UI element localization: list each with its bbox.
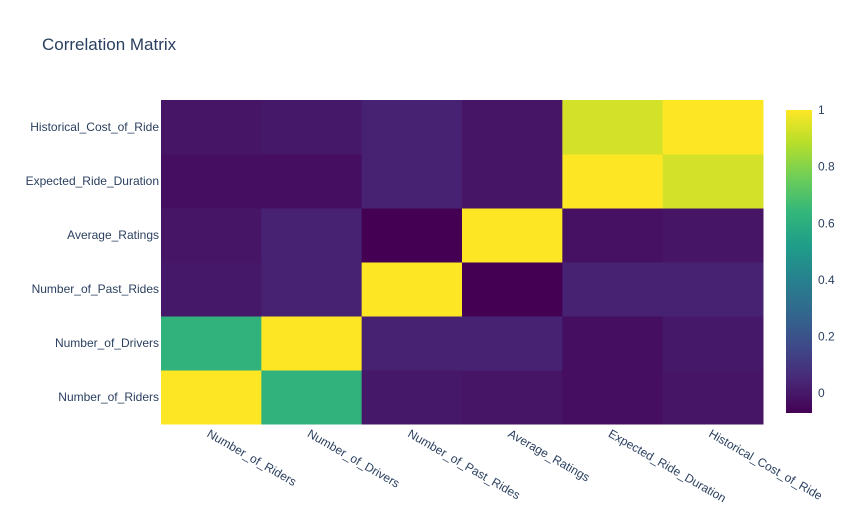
heatmap-cell-Historical_Cost_of_Ride-Number_of_Drivers <box>261 100 363 155</box>
heatmap-cell-Number_of_Drivers-Number_of_Drivers <box>261 316 363 371</box>
heatmap-cell-Historical_Cost_of_Ride-Number_of_Past_Rides <box>361 100 463 155</box>
y-tick-label: Historical_Cost_of_Ride <box>30 120 159 134</box>
y-tick-label: Average_Ratings <box>67 228 159 242</box>
heatmap-cell-Number_of_Drivers-Number_of_Past_Rides <box>361 316 463 371</box>
heatmap-cell-Expected_Ride_Duration-Expected_Ride_Duration <box>562 154 664 209</box>
colorbar-tick-label: 0.2 <box>818 330 835 344</box>
heatmap-cell-Number_of_Past_Rides-Average_Ratings <box>462 262 563 317</box>
heatmap-cell-Historical_Cost_of_Ride-Average_Ratings <box>462 100 563 155</box>
heatmap-cell-Expected_Ride_Duration-Historical_Cost_of_Ride <box>662 154 764 209</box>
heatmap-cell-Average_Ratings-Historical_Cost_of_Ride <box>662 208 764 263</box>
heatmap-cell-Expected_Ride_Duration-Average_Ratings <box>462 154 563 209</box>
x-tick-label: Number_of_Riders <box>205 426 299 488</box>
colorbar-tick-label: 0.4 <box>818 273 835 287</box>
heatmap-cell-Average_Ratings-Expected_Ride_Duration <box>562 208 664 263</box>
heatmap-cell-Number_of_Past_Rides-Historical_Cost_of_Ride <box>662 262 764 317</box>
x-tick-label: Average_Ratings <box>506 426 593 484</box>
colorbar-tick-label: 0.6 <box>818 216 835 230</box>
heatmap-cell-Number_of_Past_Rides-Number_of_Past_Rides <box>361 262 463 317</box>
y-tick-label: Number_of_Drivers <box>55 336 159 350</box>
heatmap-cell-Number_of_Riders-Average_Ratings <box>462 370 563 425</box>
colorbar: 0 0.2 0.4 0.6 0.8 1 <box>786 103 835 413</box>
heatmap-cell-Expected_Ride_Duration-Number_of_Past_Rides <box>361 154 463 209</box>
heatmap-cell-Number_of_Drivers-Expected_Ride_Duration <box>562 316 664 371</box>
heatmap-cell-Number_of_Riders-Number_of_Past_Rides <box>361 370 463 425</box>
heatmap-cell-Number_of_Riders-Expected_Ride_Duration <box>562 370 664 425</box>
heatmap-cell-Expected_Ride_Duration-Number_of_Drivers <box>261 154 363 209</box>
y-tick-label: Number_of_Past_Rides <box>32 282 159 296</box>
heatmap-cell-Average_Ratings-Number_of_Riders <box>161 208 262 263</box>
heatmap-cell-Average_Ratings-Average_Ratings <box>462 208 563 263</box>
heatmap-cell-Number_of_Past_Rides-Number_of_Riders <box>161 262 262 317</box>
x-axis-tick-labels: Number_of_Riders Number_of_Drivers Number_… <box>205 426 825 505</box>
colorbar-tick-label: 0.8 <box>818 160 835 174</box>
heatmap-cell-Number_of_Drivers-Historical_Cost_of_Ride <box>662 316 764 371</box>
heatmap-cell-Historical_Cost_of_Ride-Historical_Cost_of_Ride <box>662 100 764 155</box>
heatmap-cell-Number_of_Riders-Historical_Cost_of_Ride <box>662 370 764 425</box>
heatmap-cell-Number_of_Past_Rides-Expected_Ride_Duration <box>562 262 664 317</box>
heatmap-cell-Number_of_Drivers-Number_of_Riders <box>161 316 262 371</box>
y-tick-label: Number_of_Riders <box>58 390 159 404</box>
heatmap-cell-Average_Ratings-Number_of_Drivers <box>261 208 363 263</box>
chart-title: Correlation Matrix <box>42 35 177 54</box>
heatmap-cells <box>161 100 764 425</box>
y-tick-label: Expected_Ride_Duration <box>26 174 159 188</box>
heatmap-cell-Average_Ratings-Number_of_Past_Rides <box>361 208 463 263</box>
heatmap-cell-Number_of_Past_Rides-Number_of_Drivers <box>261 262 363 317</box>
heatmap-cell-Expected_Ride_Duration-Number_of_Riders <box>161 154 262 209</box>
colorbar-gradient <box>786 110 812 413</box>
heatmap-cell-Historical_Cost_of_Ride-Expected_Ride_Duration <box>562 100 664 155</box>
heatmap-cell-Number_of_Riders-Number_of_Drivers <box>261 370 363 425</box>
heatmap-cell-Number_of_Riders-Number_of_Riders <box>161 370 262 425</box>
y-axis-tick-labels: Number_of_Riders Number_of_Drivers Number_… <box>26 120 160 404</box>
x-tick-label: Number_of_Drivers <box>305 426 402 490</box>
colorbar-tick-label: 1 <box>818 103 825 117</box>
heatmap-cell-Number_of_Drivers-Average_Ratings <box>462 316 563 371</box>
heatmap-cell-Historical_Cost_of_Ride-Number_of_Riders <box>161 100 262 155</box>
colorbar-tick-label: 0 <box>818 386 825 400</box>
